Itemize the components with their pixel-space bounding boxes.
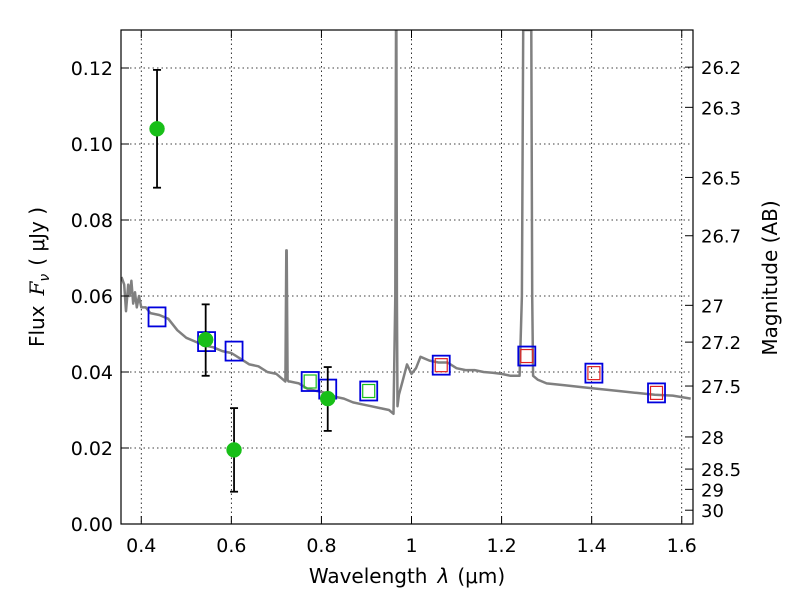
plot-background <box>121 30 693 524</box>
x-axis-label: Wavelength λ (μm) <box>309 564 505 588</box>
y-tick-label: 0.10 <box>71 134 113 156</box>
ticks-layer: 0.4 0.6 0.8 1 1.2 1.4 1.6 0.00 0.02 0.04 0.06 0.08 0… <box>71 30 741 557</box>
x-tick-label: 0.8 <box>306 535 336 557</box>
x-tick-label: 1.4 <box>577 535 607 557</box>
y-tick-label: 0.02 <box>71 438 113 460</box>
band-flux-square <box>520 348 534 364</box>
x-tick-label: 0.6 <box>216 535 246 557</box>
y2-tick-label: 29 <box>701 480 724 501</box>
model-spectrum-line <box>121 30 691 416</box>
y-tick-label: 0.06 <box>71 286 113 308</box>
y2-tick-label: 30 <box>701 501 724 522</box>
band-flux-square <box>434 358 448 373</box>
band-flux-square <box>362 383 376 399</box>
y2-tick-label: 27 <box>701 296 724 317</box>
y2-tick-label: 26.3 <box>701 98 741 119</box>
y-tick-label: 0.12 <box>71 58 113 80</box>
model-flux-square <box>431 354 451 376</box>
photometry-point <box>197 331 214 348</box>
model-flux-square <box>517 345 537 367</box>
model-flux-square <box>147 306 167 328</box>
spectrum-layer <box>121 30 691 416</box>
y2-tick-label: 26.2 <box>701 58 741 79</box>
x-tick-label: 1.6 <box>667 535 697 557</box>
x-tick-label: 1 <box>405 535 417 557</box>
markers-layer <box>147 69 666 493</box>
model-flux-square <box>359 380 379 402</box>
photometry-point <box>149 121 165 137</box>
y2-tick-label: 28.5 <box>701 460 741 481</box>
y-tick-label: 0.08 <box>71 210 113 232</box>
y2-tick-label: 26.5 <box>701 168 741 189</box>
y2-tick-label: 27.2 <box>701 333 741 354</box>
y2-tick-label: 27.5 <box>701 377 741 398</box>
model-flux-square <box>584 362 604 384</box>
model-flux-square <box>224 340 244 362</box>
x-tick-label: 1.2 <box>486 535 516 557</box>
y-axis-label: FluxFν( μJy ) <box>25 207 53 347</box>
y-tick-label: 0.04 <box>71 362 113 384</box>
band-flux-square <box>649 385 664 400</box>
band-flux-square <box>587 366 601 381</box>
y2-tick-label: 28 <box>701 428 724 449</box>
y-tick-label: 0.00 <box>71 514 113 536</box>
photometry-point <box>226 442 242 458</box>
band-flux-square <box>303 374 317 389</box>
plot-frame <box>120 29 694 525</box>
y2-tick-label: 26.7 <box>701 227 741 248</box>
photometry-point <box>319 390 336 407</box>
y2-axis-label: Magnitude (AB) <box>758 200 782 355</box>
x-tick-label: 0.4 <box>126 535 156 557</box>
model-flux-square <box>647 382 666 404</box>
